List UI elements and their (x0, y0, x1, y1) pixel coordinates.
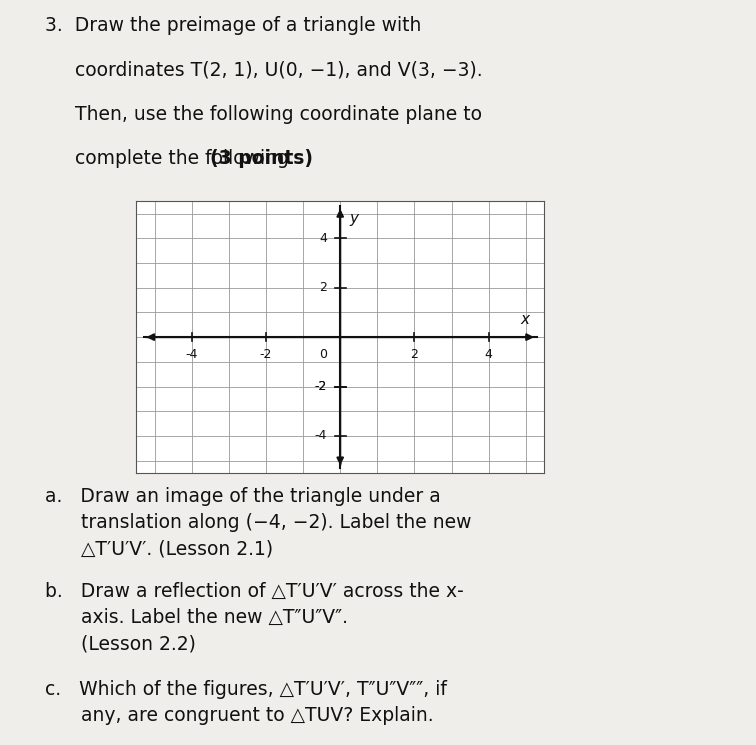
Text: 0: 0 (319, 348, 327, 361)
Text: Then, use the following coordinate plane to: Then, use the following coordinate plane… (45, 104, 482, 124)
Text: coordinates T(2, 1), U(0, −1), and V(3, −3).: coordinates T(2, 1), U(0, −1), and V(3, … (45, 60, 483, 80)
Text: b.   Draw a reflection of △T′U′V′ across the x-
      axis. Label the new △T″U″V: b. Draw a reflection of △T′U′V′ across t… (45, 582, 464, 654)
Text: a.   Draw an image of the triangle under a
      translation along (−4, −2). Lab: a. Draw an image of the triangle under a… (45, 486, 472, 559)
Text: 4: 4 (485, 348, 493, 361)
Text: -2: -2 (260, 348, 272, 361)
Text: -4: -4 (185, 348, 198, 361)
Text: -2: -2 (314, 380, 327, 393)
Text: c.   Which of the figures, △T′U′V′, T″U″V″″, if
      any, are congruent to △TUV: c. Which of the figures, △T′U′V′, T″U″V″… (45, 679, 448, 725)
Text: complete the following.: complete the following. (45, 149, 301, 168)
Text: 2: 2 (319, 281, 327, 294)
Text: 3.  Draw the preimage of a triangle with: 3. Draw the preimage of a triangle with (45, 16, 422, 35)
Text: (3 points): (3 points) (209, 149, 313, 168)
Text: y: y (349, 211, 358, 226)
Text: 2: 2 (411, 348, 418, 361)
Text: 4: 4 (319, 232, 327, 244)
Text: -2: -2 (314, 380, 327, 393)
Text: -4: -4 (314, 430, 327, 443)
Text: x: x (520, 312, 529, 327)
